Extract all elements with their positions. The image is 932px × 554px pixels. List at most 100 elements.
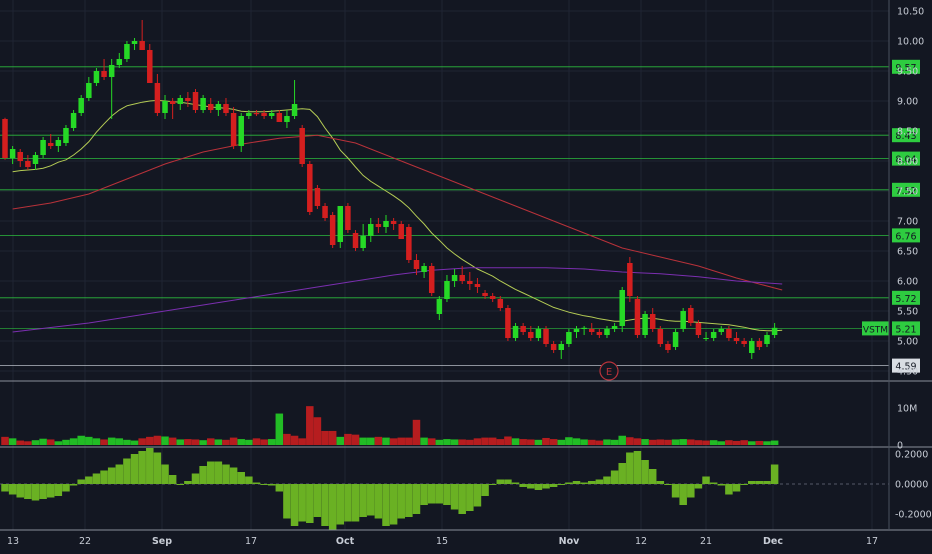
volume-bar (633, 438, 642, 445)
candle-body (147, 50, 153, 83)
volume-bar (237, 439, 245, 445)
volume-bar (176, 439, 185, 445)
oscillator-bar (443, 484, 451, 505)
oscillator-bar (565, 482, 573, 484)
oscillator-bar (557, 484, 566, 485)
oscillator-bar (511, 482, 520, 484)
volume-bar (222, 439, 230, 445)
volume-bar (435, 439, 444, 445)
candle-body (771, 327, 778, 335)
earnings-icon[interactable] (599, 361, 619, 381)
candle-body (451, 275, 458, 281)
volume-bar (748, 441, 756, 445)
volume-bar (344, 433, 352, 445)
oscillator-bar (8, 484, 17, 495)
volume-bar (641, 439, 649, 445)
oscillator-bar (763, 481, 771, 484)
price-tick-label: 9.50 (897, 67, 918, 78)
oscillator-bar (580, 482, 588, 484)
candle-body (505, 308, 511, 338)
volume-bar (107, 437, 116, 445)
candle-body (63, 128, 69, 143)
candle-body (246, 113, 252, 116)
candle-body (124, 44, 130, 59)
price-tick-label: 10.50 (897, 7, 924, 18)
candle-body (230, 113, 237, 146)
time-tick-label: 17 (245, 536, 257, 547)
oscillator-bar (717, 484, 726, 486)
oscillator-bar (435, 484, 444, 504)
earnings-marker[interactable]: E (599, 361, 619, 381)
level-label-box (892, 321, 920, 336)
price-tick-label: 4.50 (897, 367, 918, 378)
volume-bar (587, 439, 596, 445)
volume-bar (664, 439, 672, 445)
level-label-box (892, 358, 920, 373)
candle-body (406, 227, 412, 260)
candle-body (543, 329, 549, 344)
oscillator-bar (458, 484, 466, 514)
candle-body (665, 344, 671, 350)
candle-body (383, 221, 389, 227)
candle-body (703, 338, 709, 339)
price-tick-label: 6.50 (897, 247, 918, 258)
candle-body (223, 104, 229, 113)
oscillator-bar (367, 484, 375, 516)
volume-bar (92, 438, 101, 445)
candle-body (322, 206, 328, 218)
candle-body (314, 188, 321, 206)
candle-body (9, 149, 16, 158)
volume-bar (290, 435, 299, 445)
candle-body (421, 266, 427, 272)
candle-body (17, 152, 23, 161)
candle-body (764, 335, 770, 344)
candle-body (627, 263, 633, 296)
candle-body (268, 113, 275, 116)
oscillator-bar (344, 484, 352, 522)
candle-body (215, 104, 222, 110)
oscillator-bar (199, 466, 207, 484)
volume-bar (763, 441, 771, 445)
volume-bar (267, 439, 276, 445)
oscillator-bar (641, 460, 649, 484)
volume-bar (610, 439, 619, 445)
volume-bar (740, 440, 748, 445)
candle-body (307, 164, 313, 212)
volume-bar (427, 438, 436, 445)
volume-bar (374, 436, 383, 445)
volume-bar (534, 439, 543, 445)
earnings-label: E (606, 367, 612, 378)
oscillator-bar (496, 479, 505, 484)
candle-body (154, 83, 161, 113)
volume-bar (199, 440, 207, 445)
oscillator-bar (275, 484, 284, 492)
volume-tick-label: 0 (897, 441, 903, 452)
candle-body (566, 332, 572, 344)
volume-bar (260, 439, 268, 445)
candle-body (284, 116, 290, 122)
price-tick-label: 7.00 (897, 217, 918, 228)
level-label: 8.43 (895, 131, 916, 142)
volume-bar (206, 438, 215, 445)
candle-body (619, 290, 625, 326)
level-label-box (892, 59, 920, 74)
candle-body (688, 308, 694, 323)
oscillator-bar (694, 484, 703, 489)
oscillator-bar (313, 484, 322, 517)
oscillator-bar (687, 484, 695, 498)
candle-body (47, 143, 54, 146)
candle-body (345, 206, 351, 230)
candle-body (108, 65, 115, 77)
volume-bar (397, 437, 405, 445)
candle-body (116, 59, 123, 65)
volume-bar (77, 435, 85, 445)
price-tick-label: 8.50 (897, 127, 918, 138)
candle-body (634, 299, 641, 335)
oscillator-bar (100, 470, 108, 484)
level-label: 5.72 (895, 294, 916, 305)
time-axis: 13 22 Sep 17 Oct 15 Nov 12 21 Dec 17 (7, 536, 878, 547)
oscillator-bar (595, 479, 604, 484)
volume-bar (306, 406, 314, 445)
